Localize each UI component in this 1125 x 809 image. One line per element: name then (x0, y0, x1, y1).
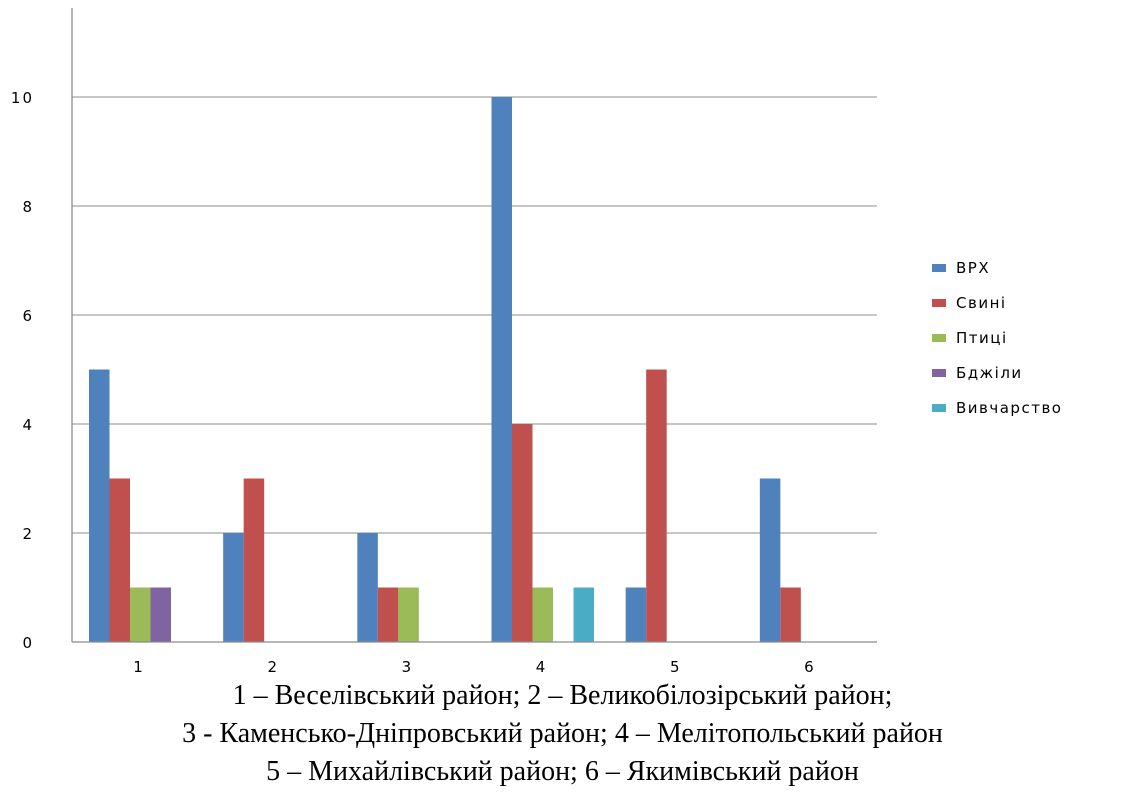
bar-Свині-3 (377, 587, 399, 642)
legend-item: Вивчарство (932, 390, 1062, 425)
legend: ВРХ Свині Птиці Бджіли Вивчарство (932, 250, 1062, 425)
y-tick-label: 8 (22, 198, 34, 216)
bars (89, 97, 801, 642)
legend-item: Бджіли (932, 355, 1062, 390)
bar-Свині-6 (780, 587, 801, 642)
bar-Свині-2 (243, 478, 265, 642)
bar-ВРХ-5 (625, 587, 647, 642)
x-tick-label: 6 (804, 658, 816, 676)
caption-line-1: 1 – Веселівський район; 2 – Великобілозі… (232, 680, 893, 711)
legend-label: Вивчарство (956, 398, 1063, 417)
legend-item: Птиці (932, 320, 1062, 355)
bar-Свині-4 (512, 424, 533, 642)
x-tick-label: 3 (402, 658, 414, 676)
y-tick-labels: 0 2 4 6 8 10 (11, 89, 34, 652)
bar-ВРХ-2 (223, 533, 244, 642)
y-tick-label: 6 (22, 307, 34, 325)
y-tick-label: 2 (22, 525, 34, 543)
legend-label: Бджіли (956, 363, 1023, 382)
y-tick-label: 10 (11, 89, 34, 107)
legend-swatch (932, 263, 946, 272)
bar-Вивчарство-4 (573, 587, 594, 642)
bar-ВРХ-1 (89, 369, 110, 642)
bar-Птиці-1 (130, 587, 151, 642)
x-tick-label: 1 (133, 658, 145, 676)
legend-item: ВРХ (932, 250, 1062, 285)
axes (71, 8, 877, 643)
y-tick-label: 0 (22, 634, 34, 652)
caption-line-2: 3 - Каменсько-Дніпровський район; 4 – Ме… (182, 718, 943, 749)
caption-line-3: 5 – Михайлівський район; 6 – Якимівський… (266, 756, 859, 787)
legend-item: Свині (932, 285, 1062, 320)
x-tick-labels: 1 2 3 4 5 6 (133, 658, 816, 676)
bar-ВРХ-4 (491, 97, 512, 642)
x-tick-label: 2 (267, 658, 279, 676)
legend-label: ВРХ (956, 258, 991, 277)
gridlines (72, 96, 877, 534)
legend-swatch (932, 298, 946, 307)
bar-Птиці-3 (398, 587, 419, 642)
legend-swatch (932, 403, 946, 412)
legend-swatch (932, 368, 946, 377)
chart-caption: 1 – Веселівський район; 2 – Великобілозі… (0, 677, 1125, 791)
legend-label: Свині (956, 293, 1007, 312)
bar-ВРХ-6 (759, 478, 781, 642)
legend-swatch (932, 333, 946, 342)
bar-ВРХ-3 (357, 533, 378, 642)
bar-Свині-5 (646, 369, 667, 642)
x-tick-label: 4 (536, 658, 548, 676)
bar-Бджіли-1 (150, 587, 171, 642)
bar-Птиці-4 (532, 587, 553, 642)
legend-label: Птиці (956, 328, 1008, 347)
bar-Свині-1 (109, 478, 130, 642)
x-tick-label: 5 (670, 658, 682, 676)
y-tick-label: 4 (22, 416, 34, 434)
